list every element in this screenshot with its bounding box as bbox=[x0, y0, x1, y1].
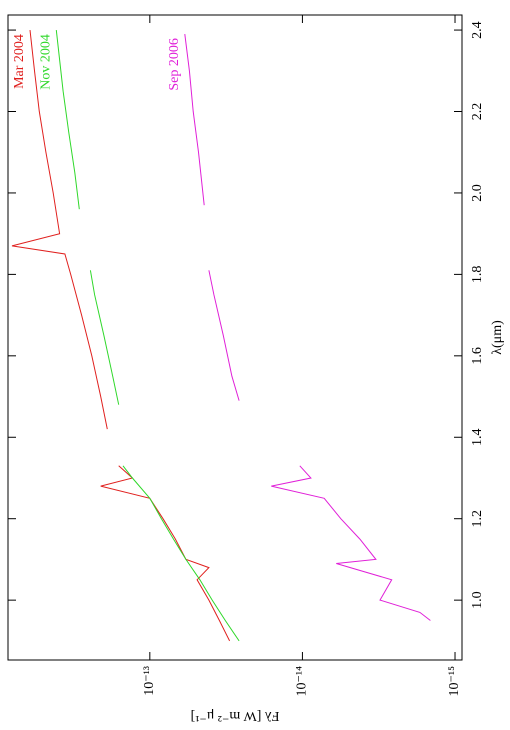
plot-frame bbox=[7, 14, 463, 661]
x-axis-label: λ(μm) bbox=[490, 320, 505, 355]
x-tick-label: 1.8 bbox=[470, 266, 485, 284]
x-tick-label: 2.2 bbox=[470, 103, 485, 121]
y-tick-label: 10⁻¹⁵ bbox=[447, 666, 462, 697]
plot-group: 1.0 1.2 1.4 1.6 1.8 2.0 2.2 2.4 10⁻¹⁵ 10⁻¹⁴ 10⁻¹³ λ… bbox=[7, 14, 505, 723]
x-tick-label: 1.6 bbox=[470, 347, 485, 365]
series-label: Nov 2004 bbox=[39, 34, 54, 90]
series-line bbox=[55, 30, 240, 642]
series-line bbox=[184, 34, 431, 621]
y-tick-label: 10⁻¹⁴ bbox=[295, 666, 310, 697]
x-tick-label: 1.4 bbox=[470, 429, 485, 447]
x-tick-label: 2.0 bbox=[470, 184, 485, 202]
y-axis-label: Fλ [W m⁻² μ⁻¹] bbox=[191, 708, 280, 723]
x-tick-label: 1.2 bbox=[470, 510, 485, 528]
x-tick-label: 2.4 bbox=[470, 21, 485, 39]
x-tick-label: 1.0 bbox=[470, 591, 485, 609]
y-tick-label: 10⁻¹³ bbox=[142, 666, 157, 696]
series-label: Sep 2006 bbox=[167, 38, 182, 91]
series-label: Mar 2004 bbox=[12, 34, 27, 89]
series-line bbox=[11, 30, 231, 642]
